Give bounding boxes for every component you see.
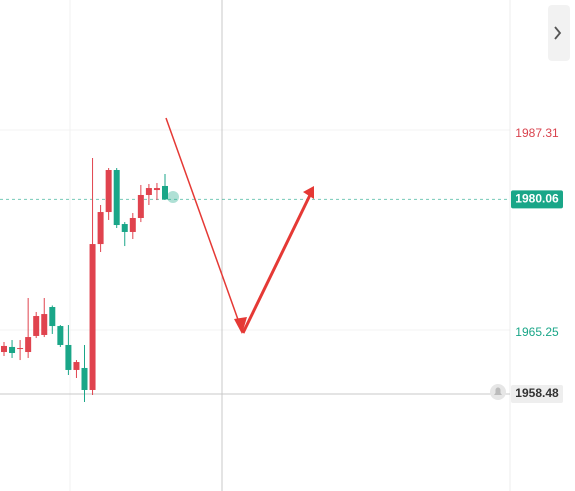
candle-body (65, 344, 72, 370)
candle-body (89, 244, 96, 390)
candle-body (17, 348, 24, 350)
price-label: 1965.25 (515, 325, 559, 339)
candle-body (25, 337, 32, 353)
candle-body (57, 326, 64, 345)
candle-body (73, 362, 80, 370)
candle-body (129, 217, 136, 232)
candle-body (41, 314, 48, 335)
candle-body (113, 170, 120, 226)
candle-body (105, 170, 112, 213)
candle-body (1, 345, 7, 353)
candle-body (9, 346, 16, 354)
drawing-arrows (165, 117, 314, 334)
price-label-box (511, 190, 563, 209)
candle-body (137, 194, 144, 218)
price-label: 1980.06 (515, 192, 559, 206)
current-price-glow (167, 191, 179, 203)
bell-icon (494, 387, 502, 395)
candle-body (49, 307, 56, 327)
arrow-head (303, 186, 314, 199)
arrow-line (241, 192, 313, 334)
arrow-head (234, 317, 247, 334)
price-label: 1987.31 (515, 126, 559, 140)
chevron-icon (554, 26, 562, 40)
price-label: 1958.48 (515, 386, 559, 400)
candle-body (121, 224, 128, 232)
price-label-box (511, 385, 563, 404)
candle-body (162, 185, 168, 200)
candle-body (33, 316, 40, 336)
candle-body (153, 188, 160, 191)
candle-body (145, 188, 152, 195)
plot: 1987.31 1980.06 1965.25 1958.48 (0, 126, 563, 404)
candle-body (97, 212, 104, 245)
candle-body (81, 367, 88, 390)
arrow-line (165, 117, 242, 329)
